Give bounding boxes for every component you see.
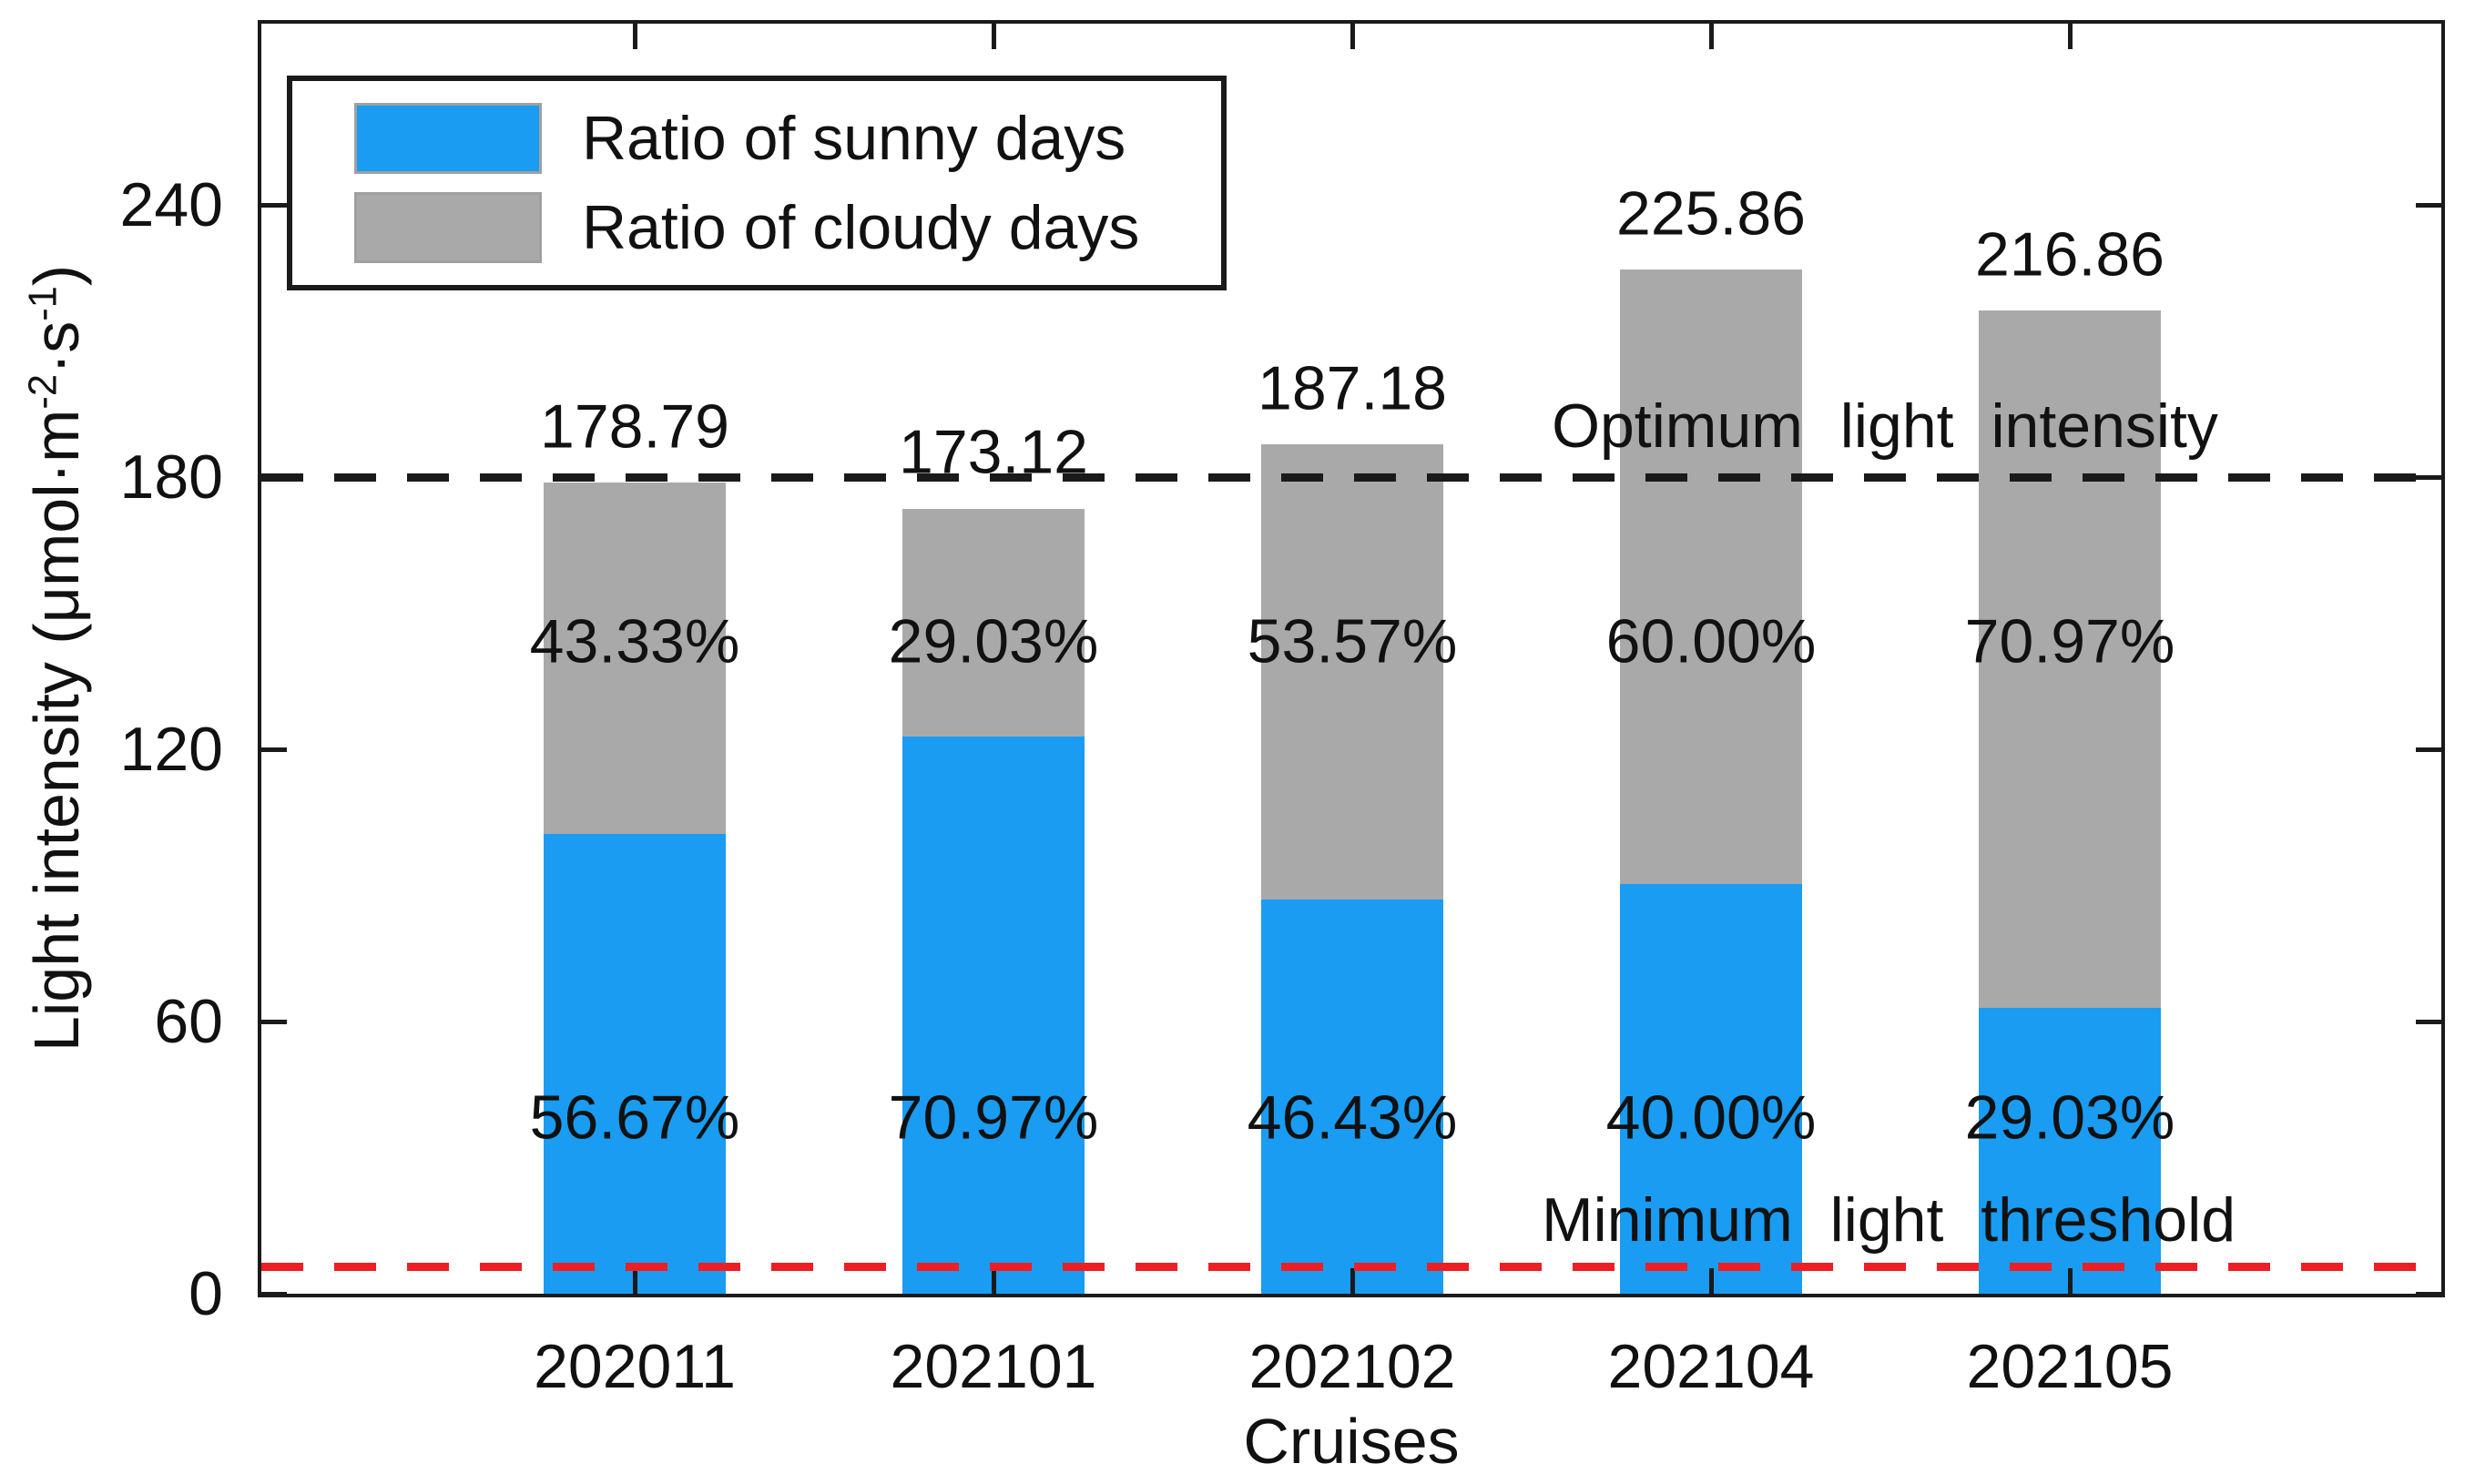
bar-percent-label: 70.97%: [1964, 606, 2175, 676]
y-tick-mark: [2416, 747, 2441, 752]
bar-percent-label: 53.57%: [1247, 606, 1458, 676]
legend-item: Ratio of sunny days: [354, 103, 1221, 174]
bar-total-label: 173.12: [899, 418, 1088, 488]
x-tick-mark: [1350, 1268, 1355, 1294]
bar-segment-sunny: [1979, 1008, 2161, 1294]
x-tick-mark: [2067, 1268, 2073, 1294]
x-tick-mark: [1708, 1268, 1714, 1294]
x-tick-mark: [991, 24, 996, 49]
legend-item: Ratio of cloudy days: [354, 192, 1221, 263]
legend-swatch-sunny: [354, 103, 542, 174]
y-tick-mark: [2416, 1019, 2441, 1024]
reference-line-optimum: [261, 473, 2441, 482]
reference-line-label-optimum: Optimum light intensity: [1552, 391, 2218, 461]
x-axis-title: Cruises: [1243, 1406, 1460, 1477]
x-tick-label: 202105: [1966, 1332, 2174, 1401]
y-axis-title-superscript: -1: [21, 286, 66, 321]
y-tick-mark: [261, 1291, 287, 1296]
y-axis-title-text: ·s: [21, 320, 92, 375]
reference-line-minimum: [261, 1262, 2441, 1271]
bar-segment-sunny: [544, 834, 726, 1294]
bar-total-label: 187.18: [1258, 354, 1447, 424]
x-tick-mark: [632, 24, 637, 49]
y-tick-mark: [261, 1019, 287, 1024]
y-tick-label: 60: [154, 987, 223, 1057]
plot-area: 56.67% 43.33% 178.79 70.97% 29.03% 173.12 46.4…: [258, 20, 2445, 1297]
x-tick-mark: [2067, 24, 2073, 49]
bar-segment-sunny: [1261, 900, 1443, 1294]
legend-swatch-cloudy: [354, 192, 542, 263]
bar-percent-label: 40.00%: [1605, 1083, 1817, 1153]
bar-percent-label: 29.03%: [1964, 1083, 2175, 1153]
bar-segment-sunny: [902, 736, 1085, 1294]
x-tick-label: 202102: [1248, 1332, 1456, 1401]
y-tick-label: 180: [119, 442, 223, 513]
y-tick-label: 120: [119, 715, 223, 785]
y-tick-label: 240: [119, 170, 223, 240]
bar-segment-cloudy: [902, 508, 1085, 737]
x-tick-mark: [1350, 24, 1355, 49]
bar-percent-label: 70.97%: [888, 1083, 1099, 1153]
y-tick-mark: [261, 747, 287, 752]
bar-percent-label: 43.33%: [529, 606, 740, 676]
x-tick-label: 202104: [1607, 1332, 1815, 1401]
bar-percent-label: 60.00%: [1605, 606, 1817, 676]
bar-percent-label: 56.67%: [529, 1083, 740, 1153]
y-axis-title-text: ): [21, 264, 92, 287]
x-tick-mark: [632, 1268, 637, 1294]
y-tick-mark: [261, 202, 287, 208]
y-tick-mark: [2416, 1291, 2441, 1296]
bar-total-label: 225.86: [1616, 178, 1806, 249]
bar-segment-cloudy: [1261, 444, 1443, 900]
bar-segment-cloudy: [1979, 310, 2161, 1009]
y-axis-title-superscript: -2: [21, 374, 66, 410]
x-tick-label: 202101: [890, 1332, 1097, 1401]
legend-label: Ratio of sunny days: [582, 104, 1126, 173]
bar-percent-label: 29.03%: [888, 606, 1099, 676]
y-tick-mark: [2416, 202, 2441, 208]
legend-label: Ratio of cloudy days: [582, 193, 1140, 262]
bar-total-label: 216.86: [1975, 219, 2165, 290]
reference-line-label-minimum: Minimum light threshold: [1541, 1185, 2236, 1255]
x-tick-mark: [991, 1268, 996, 1294]
bar-percent-label: 46.43%: [1247, 1083, 1458, 1153]
legend: Ratio of sunny days Ratio of cloudy days: [287, 76, 1227, 290]
y-axis-title: Light intensity (μmol·m-2·s-1): [20, 265, 93, 1052]
bar-segment-cloudy: [1620, 269, 1802, 884]
bar-segment-sunny: [1620, 883, 1802, 1294]
y-tick-label: 0: [188, 1259, 223, 1328]
x-tick-label: 202011: [534, 1332, 736, 1401]
x-tick-mark: [1708, 24, 1714, 49]
bar-segment-cloudy: [544, 483, 726, 835]
bar-total-label: 178.79: [540, 391, 729, 462]
